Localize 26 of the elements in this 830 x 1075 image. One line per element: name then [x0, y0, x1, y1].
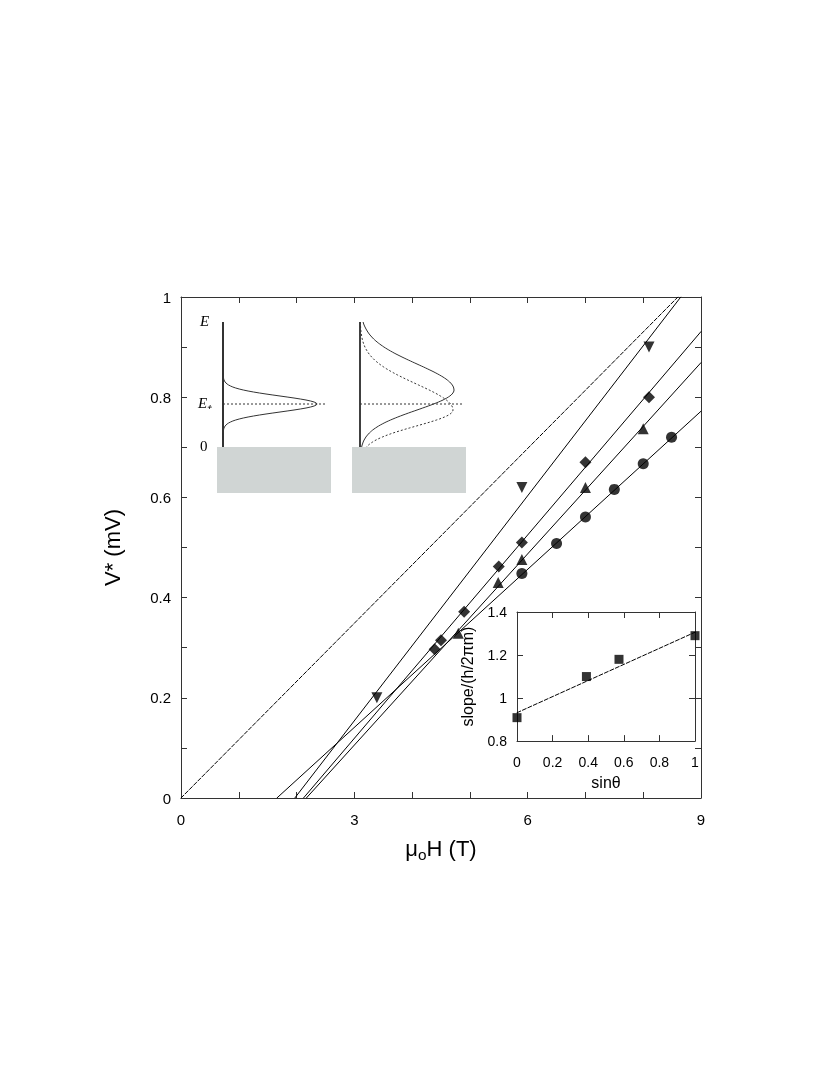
x-tick-label: 0	[513, 754, 522, 771]
annotation: E₊	[198, 394, 213, 412]
x-tick-label: 9	[696, 811, 706, 828]
y-tick-label: 0.4	[150, 589, 171, 607]
y-tick-label: 1.4	[487, 604, 508, 620]
y-tick-label: 1.2	[487, 647, 508, 664]
x-tick-label: 0.4	[578, 754, 599, 771]
y-tick-label: 0.2	[150, 689, 171, 707]
y-tick-label: 0	[162, 789, 171, 807]
y-tick-label: 0.8	[150, 388, 171, 406]
x-tick-label: 0.2	[542, 754, 563, 771]
x-tick-label: 6	[523, 811, 532, 828]
y-tick-label: 1	[499, 690, 508, 707]
x-tick-label: 0	[176, 811, 186, 828]
x-tick-label: 3	[350, 811, 359, 828]
y-tick-label: 1	[162, 288, 171, 306]
annotation: E	[200, 312, 210, 330]
y-tick-label: 0.8	[487, 733, 508, 750]
y-tick-label: 0.6	[150, 488, 171, 506]
x-tick-label: 0.8	[649, 754, 670, 771]
annotation: 0	[200, 437, 208, 455]
x-axis-title: sinθ	[591, 773, 621, 791]
y-axis-title: slope/(h/2πm)	[458, 626, 476, 727]
y-axis-title: V* (mV)	[99, 509, 125, 586]
x-tick-label: 0.6	[614, 754, 634, 771]
x-tick-label: 1	[691, 754, 700, 771]
